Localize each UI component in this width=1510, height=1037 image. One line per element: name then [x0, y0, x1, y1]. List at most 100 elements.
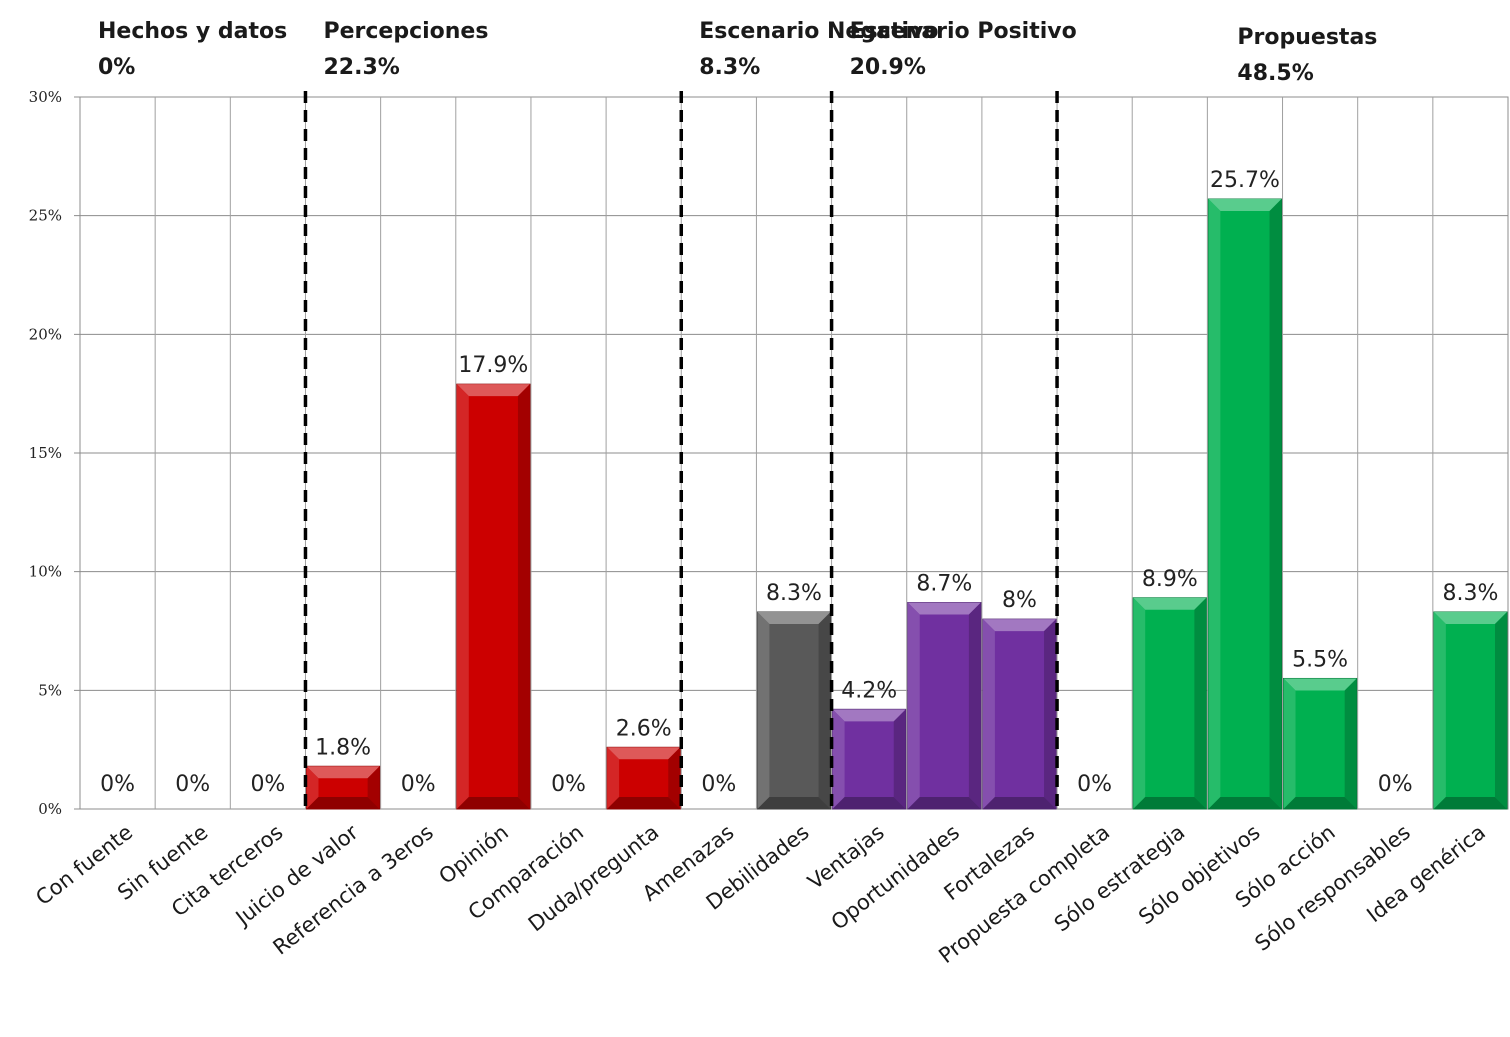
- y-tick-label: 25%: [29, 207, 62, 225]
- y-tick-label: 30%: [29, 88, 62, 106]
- data-label: 0%: [250, 772, 285, 797]
- group-name: Propuestas: [1237, 25, 1377, 50]
- bar-bevel-bottom: [456, 797, 530, 809]
- bar-bevel-bottom: [982, 797, 1057, 809]
- bar-bevel-right: [668, 747, 681, 809]
- bar-bevel-bottom: [1208, 797, 1282, 809]
- group-dividers: [303, 91, 1059, 809]
- bar-body: [1207, 198, 1283, 810]
- bar-bevel-left: [607, 747, 620, 809]
- bar: [1283, 677, 1358, 810]
- group-percentage: 22.3%: [323, 55, 399, 80]
- bar-bevel-left: [1283, 678, 1296, 809]
- bar-bevel-top: [982, 619, 1057, 632]
- data-label: 0%: [701, 772, 736, 797]
- bar-body: [456, 383, 531, 810]
- data-label: 0%: [551, 772, 586, 797]
- bar-bevel-left: [1133, 597, 1146, 809]
- data-label: 0%: [175, 772, 210, 797]
- y-tick-label: 10%: [29, 563, 62, 581]
- data-label: 8.3%: [1442, 581, 1498, 606]
- data-label: 0%: [1077, 772, 1112, 797]
- data-label: 0%: [100, 772, 135, 797]
- bar-bevel-right: [818, 612, 831, 809]
- bar-bevel-top: [1283, 678, 1357, 691]
- y-axis: 0% 5% 10% 15% 20% 25% 30%: [29, 88, 62, 818]
- bar: [456, 383, 531, 810]
- bar-bevel-bottom: [306, 797, 380, 809]
- data-label: 5.5%: [1292, 647, 1348, 672]
- group-name: Escenario Negativo: [699, 19, 938, 44]
- data-label: 1.8%: [315, 735, 371, 760]
- bar-bevel-top: [306, 766, 380, 779]
- bar: [305, 765, 381, 810]
- data-labels: 0% 0% 0% 1.8% 0% 17.9% 0% 2.6% 0% 8.3% 4.2% 8.7% 8% 0…: [100, 168, 1498, 797]
- y-tick-label: 5%: [38, 681, 62, 699]
- x-tick-label: Oportunidades: [827, 820, 964, 935]
- group-percentage: 20.9%: [850, 55, 926, 80]
- bar-bevel-left: [306, 766, 319, 809]
- bar-bevel-top: [1133, 597, 1207, 610]
- bar-bevel-bottom: [1433, 797, 1507, 809]
- bar-bevel-top: [456, 384, 530, 397]
- group-headers: Hechos y datos 0% Percepciones 22.3% Escenar…: [98, 19, 1377, 86]
- bar-bevel-right: [367, 766, 380, 809]
- bar: [1433, 611, 1508, 810]
- bar-bevel-bottom: [907, 797, 981, 809]
- bar-bevel-left: [832, 709, 845, 809]
- bar-body: [982, 618, 1057, 810]
- x-tick-label: Sólo estrategia: [1050, 820, 1190, 936]
- bar-bevel-top: [1433, 612, 1507, 625]
- bar-bevel-bottom: [1133, 797, 1207, 809]
- group-percentage: 48.5%: [1237, 61, 1313, 86]
- x-tick-label: Juicio de valor: [230, 820, 363, 931]
- data-label: 17.9%: [458, 353, 528, 378]
- bar-bevel-top: [757, 612, 831, 625]
- group-percentage: 8.3%: [699, 55, 760, 80]
- bar: [756, 611, 832, 810]
- group-percentage: 0%: [98, 55, 135, 80]
- bar-bevel-bottom: [832, 797, 906, 809]
- bar-bevel-left: [1208, 199, 1221, 809]
- bar-body: [756, 611, 832, 810]
- bar-bevel-left: [1433, 612, 1446, 809]
- bar-bevel-left: [456, 384, 469, 809]
- bar-body: [1433, 611, 1508, 810]
- bar-bevel-right: [968, 602, 981, 809]
- bar-bevel-top: [907, 602, 981, 615]
- x-tick-label: Duda/pregunta: [524, 820, 663, 936]
- data-label: 8.7%: [916, 572, 972, 597]
- bar: [907, 602, 982, 810]
- bar-body: [907, 602, 982, 810]
- data-label: 4.2%: [841, 678, 897, 703]
- data-label: 8.3%: [766, 581, 822, 606]
- bar-bevel-right: [1044, 619, 1057, 809]
- data-label: 8.9%: [1142, 567, 1198, 592]
- y-tick-label: 20%: [29, 325, 62, 343]
- bar-bevel-right: [1495, 612, 1507, 809]
- bar: [1207, 198, 1283, 810]
- bar-bevel-bottom: [757, 797, 831, 809]
- group-name: Hechos y datos: [98, 19, 287, 44]
- y-tick-label: 15%: [29, 444, 62, 462]
- bar-bevel-right: [893, 709, 906, 809]
- bar: [606, 746, 681, 810]
- bars: [305, 198, 1508, 810]
- bar-bevel-right: [1269, 199, 1282, 809]
- bar-bevel-right: [1194, 597, 1207, 809]
- bar-bevel-top: [1208, 199, 1282, 212]
- data-label: 25.7%: [1210, 168, 1280, 193]
- data-label: 0%: [1378, 772, 1413, 797]
- data-label: 0%: [401, 772, 436, 797]
- y-tick-label: 0%: [38, 800, 62, 818]
- group-name: Percepciones: [323, 19, 488, 44]
- bar-bevel-right: [1344, 678, 1357, 809]
- bar-bevel-right: [517, 384, 530, 809]
- bar-bevel-left: [757, 612, 770, 809]
- bar-bevel-top: [832, 709, 906, 722]
- bar-bevel-bottom: [607, 797, 681, 809]
- data-label: 2.6%: [616, 716, 672, 741]
- bar: [832, 708, 907, 810]
